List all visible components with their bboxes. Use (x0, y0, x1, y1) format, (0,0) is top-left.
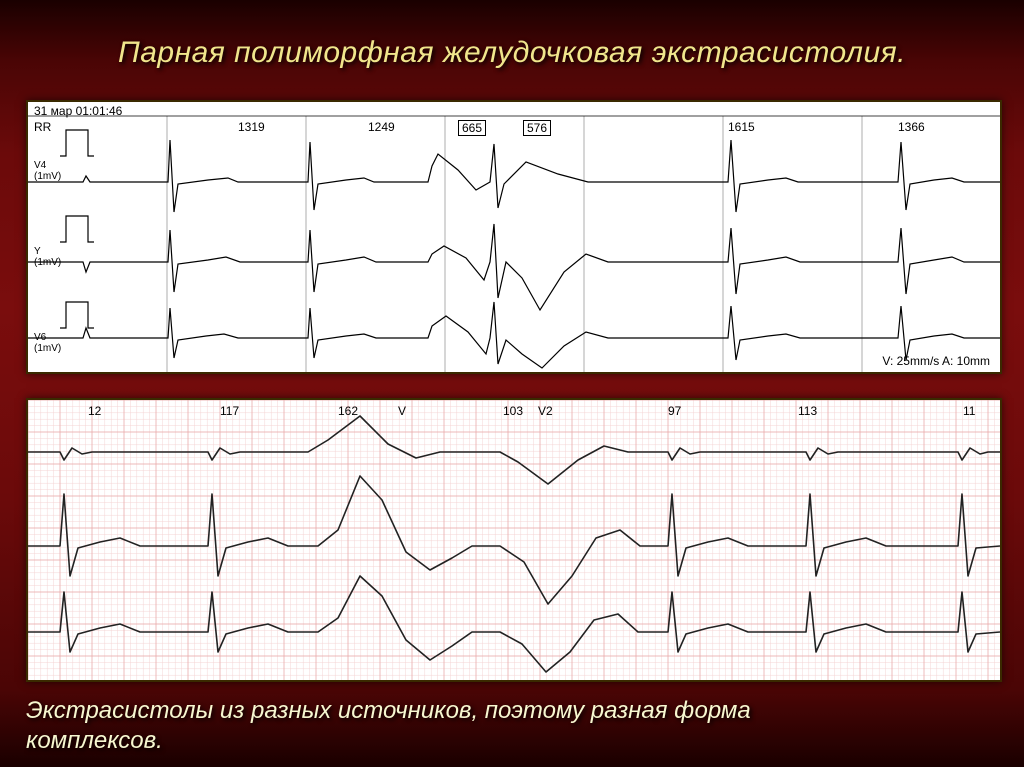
rr-value-1: 1249 (368, 120, 395, 134)
rr2-label-3: V (398, 404, 406, 418)
ecg1-trace-0 (28, 140, 1000, 212)
ecg-strip-2: 12 117 162 V 103 V2 97 113 11 (26, 398, 1002, 682)
lead-label-V4: V4(1mV) (34, 160, 61, 182)
ecg-svg-1 (28, 102, 1000, 372)
rr2-label-6: 97 (668, 404, 681, 418)
rr2-label-8: 11 (963, 404, 975, 418)
rr-value-4: 1615 (728, 120, 755, 134)
ecg1-trace-2 (28, 302, 1000, 368)
rr2-label-1: 117 (220, 404, 239, 418)
ecg1-trace-1 (28, 224, 1000, 310)
rr-value-5: 1366 (898, 120, 925, 134)
caption-line-1: Экстрасистолы из разных источников, поэт… (26, 697, 751, 725)
ecg-strip-1: 31 мар 01:01:46 RR V: 25mm/s A: 10mm 131… (26, 100, 1002, 374)
rr-label: RR (34, 120, 51, 134)
rr2-label-4: 103 (503, 404, 523, 418)
ecg-svg-2 (28, 400, 1000, 680)
rr2-label-2: 162 (338, 404, 358, 418)
lead-label-V6: V6(1mV) (34, 332, 61, 354)
ecg2-trace-0 (28, 416, 1000, 484)
rr2-label-5: V2 (538, 404, 553, 418)
rr-value-0: 1319 (238, 120, 265, 134)
slide-title: Парная полиморфная желудочковая экстраси… (0, 36, 1024, 70)
rr-value-2: 665 (458, 120, 486, 136)
footer-label: V: 25mm/s A: 10mm (882, 354, 990, 368)
ecg2-trace-1 (28, 476, 1000, 604)
rr2-label-7: 113 (798, 404, 817, 418)
caption-line-2: комплексов. (26, 727, 163, 755)
lead-label-Y: Y(1mV) (34, 246, 61, 268)
rr2-label-0: 12 (88, 404, 101, 418)
timestamp: 31 мар 01:01:46 (34, 104, 122, 118)
rr-value-3: 576 (523, 120, 551, 136)
